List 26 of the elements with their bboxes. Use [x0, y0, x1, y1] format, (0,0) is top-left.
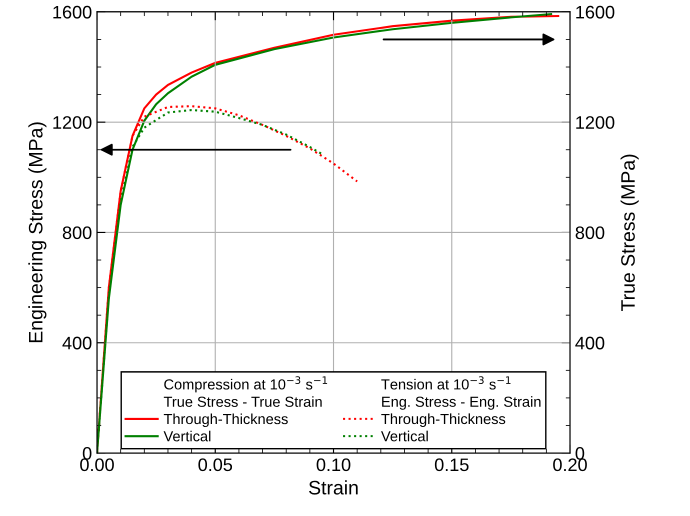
x-tick-label: 0.10 [316, 458, 350, 472]
x-tick-label: 0.15 [434, 458, 469, 472]
x-tick-label: 0.00 [80, 458, 114, 472]
x-tick-label: 0.05 [198, 458, 232, 472]
y2-tick-label: 0 [576, 446, 584, 460]
legend-label: Through-Thickness [164, 413, 288, 428]
y-tick-label: 0 [82, 446, 92, 460]
x-tick-label: 0.20 [553, 458, 587, 472]
y2-tick-label: 400 [575, 336, 604, 350]
y-tick-label: 1600 [53, 6, 92, 19]
y2-tick-label: 800 [576, 226, 604, 240]
y-tick-label: 800 [62, 226, 92, 240]
y2-axis-title: True Stress (MPa) [620, 154, 639, 312]
annotation: Eng. Stress - Eng. Strain [382, 396, 540, 410]
y-axis-title: Engineering Stress (MPa) [28, 122, 46, 342]
legend-label: Vertical [381, 430, 428, 442]
legend-label: Vertical [164, 430, 210, 442]
x-axis-title: Strain [309, 480, 358, 495]
y2-tick-label: 1200 [576, 116, 614, 129]
annotation: True Stress - True Strain [164, 396, 322, 407]
legend-label: Through-Thickness [381, 413, 506, 428]
y-tick-label: 400 [62, 336, 92, 350]
y-tick-label: 1200 [53, 116, 92, 129]
y2-tick-label: 1600 [576, 6, 614, 19]
annotation: Compression at 10$^{−3}$ s$^{−1}$ [164, 376, 328, 392]
annotation: Tension at 10$^{−3}$ s$^{−1}$ [381, 376, 510, 390]
